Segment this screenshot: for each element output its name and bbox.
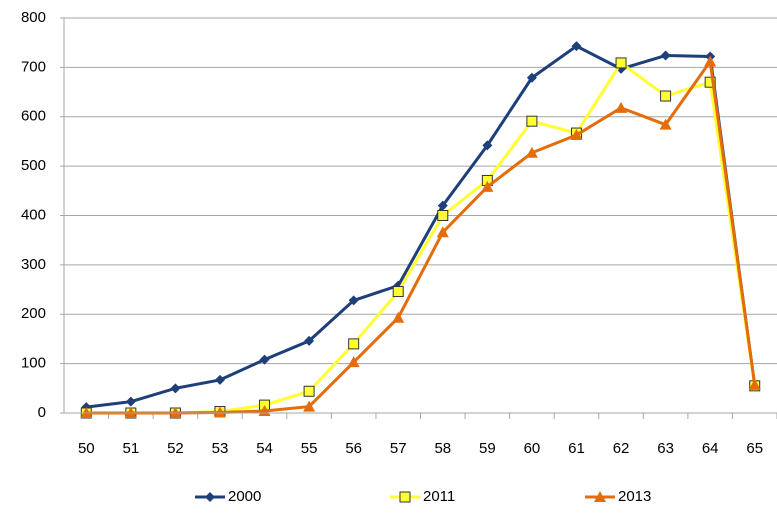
marker	[594, 491, 606, 502]
x-tick-label: 64	[702, 440, 719, 457]
x-tick-label: 51	[123, 440, 140, 457]
y-tick-label: 200	[21, 305, 46, 322]
x-tick-label: 55	[301, 440, 318, 457]
x-tick-label: 56	[345, 440, 362, 457]
x-tick-label: 57	[390, 440, 407, 457]
marker	[348, 338, 360, 350]
legend-label: 2013	[618, 488, 651, 505]
marker	[399, 491, 411, 503]
marker	[205, 492, 215, 502]
y-tick-label: 700	[21, 58, 46, 75]
x-tick-label: 50	[78, 440, 95, 457]
y-tick-label: 500	[21, 157, 46, 174]
marker	[615, 57, 627, 69]
x-tick-label: 52	[167, 440, 184, 457]
marker	[748, 378, 761, 390]
marker	[526, 72, 537, 83]
x-tick-label: 62	[613, 440, 630, 457]
marker	[170, 383, 181, 394]
marker	[660, 50, 671, 61]
marker	[526, 115, 538, 127]
legend-label: 2000	[228, 488, 261, 505]
marker	[704, 76, 716, 88]
x-tick-label: 54	[256, 440, 273, 457]
x-tick-label: 61	[568, 440, 585, 457]
marker	[481, 180, 494, 192]
x-tick-label: 63	[657, 440, 674, 457]
y-tick-label: 800	[21, 9, 46, 26]
series-line	[86, 57, 757, 415]
y-tick-label: 0	[38, 404, 46, 421]
marker	[214, 374, 225, 385]
x-tick-label: 58	[434, 440, 451, 457]
marker	[392, 311, 405, 323]
legend-label: 2011	[423, 488, 455, 505]
marker	[436, 226, 449, 238]
marker	[571, 41, 582, 52]
marker	[303, 385, 315, 397]
marker	[304, 335, 315, 346]
series-line	[86, 60, 757, 415]
marker	[525, 146, 538, 158]
x-tick-label: 53	[212, 440, 229, 457]
marker	[125, 396, 136, 407]
x-tick-label: 59	[479, 440, 496, 457]
y-tick-label: 100	[21, 355, 46, 372]
marker	[392, 286, 404, 298]
marker	[213, 406, 226, 418]
marker	[482, 140, 493, 151]
marker	[437, 210, 449, 221]
marker	[437, 200, 448, 211]
y-tick-label: 400	[21, 206, 46, 223]
marker	[303, 400, 316, 412]
marker	[616, 63, 627, 74]
marker	[259, 354, 270, 365]
x-tick-label: 60	[524, 440, 541, 457]
marker	[659, 118, 672, 130]
marker	[347, 356, 360, 368]
marker	[660, 90, 672, 102]
series-line	[86, 44, 757, 409]
x-tick-label: 65	[746, 440, 763, 457]
y-tick-label: 600	[21, 108, 46, 125]
marker	[704, 55, 717, 67]
marker	[615, 101, 628, 113]
marker	[570, 129, 583, 141]
marker	[348, 295, 359, 306]
y-tick-label: 300	[21, 256, 46, 273]
